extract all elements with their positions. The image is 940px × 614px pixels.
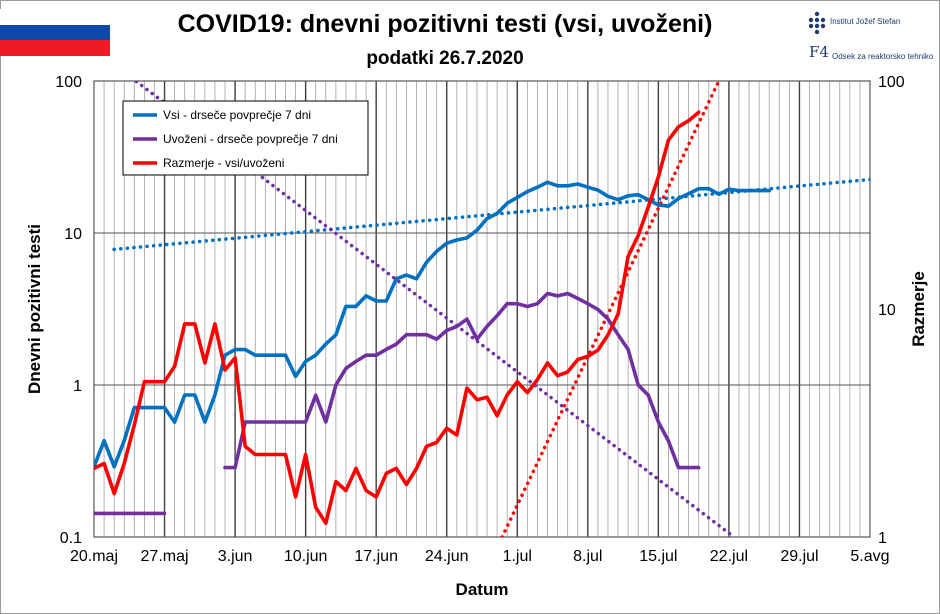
y-tick-label: 10 [64,226,82,243]
y-tick-label: 100 [55,74,82,91]
legend-entry: Vsi - drseče povprečje 7 dni [163,108,311,122]
plot-area [93,80,871,538]
trendline [500,81,721,537]
flag-stripe-white [0,9,110,25]
x-tick-label: 8.jul [573,548,602,565]
trendline [132,81,736,537]
x-tick-label: 22.jul [710,548,748,565]
x-tick-label: 10.jun [284,548,328,565]
x-tick-label: 3.jun [218,548,253,565]
legend-box [122,100,369,176]
slovenia-flag-icon [0,9,110,56]
logo-institute-name: Institut Jožef Stefan [830,17,901,26]
x-tick-label: 1.jul [503,548,532,565]
series-line-uvozeni [223,291,701,470]
legend-entry: Razmerje - vsi/uvoženi [163,156,284,170]
flag-stripe-red [0,40,110,56]
legend-entry: Uvoženi - drseče povprečje 7 dni [163,132,338,146]
y-tick-label: 0.1 [60,530,82,547]
y2-axis-title: Razmerje [909,271,928,347]
series-line-vsi [94,180,772,469]
y2-tick-label: 1 [878,530,887,547]
logo-department-name: Odsek za reaktorsko tehniko [832,52,934,61]
x-tick-label: 5.avg [850,548,889,565]
x-tick-label: 24.jun [425,548,469,565]
y-tick-label: 1 [73,378,82,395]
series-line-razmerje [94,110,701,526]
x-tick-label: 15.jul [639,548,677,565]
ijs-logo: Institut Jožef Stefan F4 Odsek za reakto… [806,9,936,69]
ijs-dots-icon [808,11,826,35]
y2-tick-label: 10 [878,302,896,319]
y-axis-title: Dnevni pozitivni testi [25,224,44,394]
chart-title: COVID19: dnevni pozitivni testi (vsi, uv… [177,10,713,38]
x-axis-title: Datum [456,580,509,599]
x-tick-label: 20.maj [70,548,118,565]
f4-logo-icon: F4 [809,43,829,61]
x-tick-label: 29.jul [780,548,818,565]
flag-stripe-blue [0,24,110,41]
chart-subtitle: podatki 26.7.2020 [366,48,524,69]
y2-tick-label: 100 [878,74,905,91]
x-tick-label: 17.jun [354,548,398,565]
x-tick-label: 27.maj [141,548,189,565]
